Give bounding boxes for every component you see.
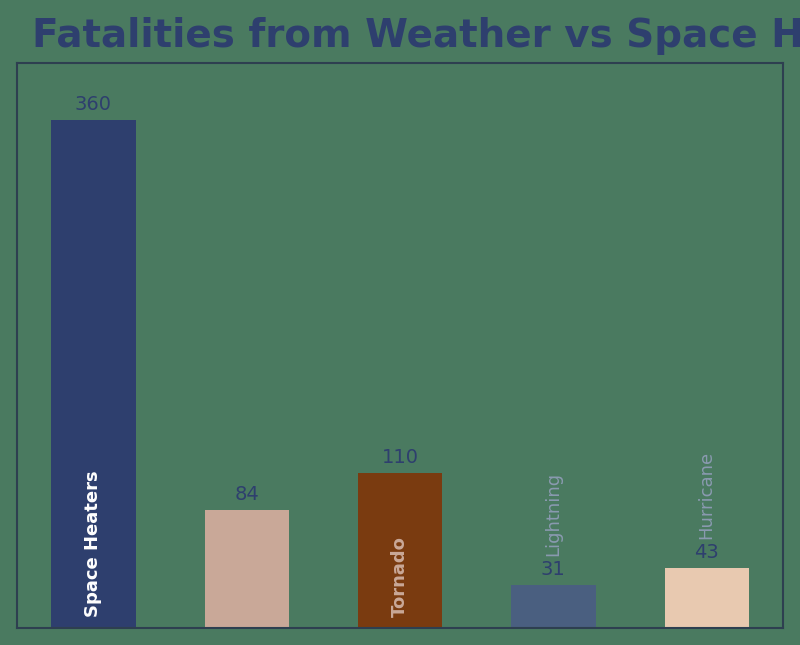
Bar: [665, 568, 749, 628]
Bar: [51, 120, 135, 628]
Text: Tornado: Tornado: [391, 536, 409, 617]
Bar: [205, 510, 289, 628]
Text: Hurricane: Hurricane: [698, 451, 716, 539]
Bar: [511, 584, 595, 628]
Text: 43: 43: [694, 543, 719, 562]
Text: Space Heaters: Space Heaters: [84, 470, 102, 617]
Bar: [358, 473, 442, 628]
Text: 31: 31: [541, 560, 566, 579]
Text: Lightning: Lightning: [544, 472, 562, 556]
Text: Flood: Flood: [238, 561, 256, 617]
Text: 84: 84: [234, 485, 259, 504]
Text: 110: 110: [382, 448, 418, 468]
Text: 360: 360: [75, 95, 112, 114]
Text: Fatalities from Weather vs Space Heaters: Fatalities from Weather vs Space Heaters: [32, 17, 800, 55]
